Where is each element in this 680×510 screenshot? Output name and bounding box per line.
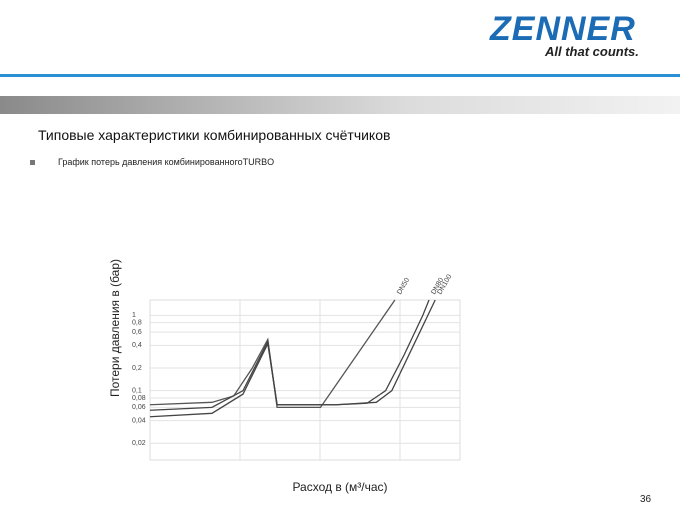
y-axis-label: Потери давления в (бар) [108, 259, 122, 397]
series-label: DN50 [396, 277, 411, 296]
x-axis-label: Расход в (м³/час) [292, 480, 387, 494]
y-tick-label: 0,02 [132, 440, 146, 447]
page-number: 36 [640, 494, 652, 505]
y-tick-label: 0,6 [132, 329, 142, 336]
y-tick-label: 0,4 [132, 342, 142, 349]
line [149, 299, 436, 418]
band [0, 96, 680, 114]
y-tick-label: 1 [132, 312, 136, 319]
y-tick-label: 0,2 [132, 365, 142, 372]
y-tick-label: 0,04 [132, 417, 146, 424]
plot-area [149, 299, 461, 461]
bullet-marker [30, 160, 35, 165]
slide-title: Типовые характеристики комбинированных с… [38, 127, 391, 143]
logo: ZENNER [490, 10, 636, 48]
y-tick-label: 0,08 [132, 395, 146, 402]
y-tick-label: 0,1 [132, 388, 142, 395]
tagline: All that counts. [545, 44, 639, 59]
line [149, 299, 396, 409]
divider [0, 74, 680, 77]
bullet-text: График потерь давления комбинированногоT… [58, 157, 275, 167]
y-tick-label: 0,06 [132, 404, 146, 411]
y-tick-label: 0,8 [132, 320, 142, 327]
